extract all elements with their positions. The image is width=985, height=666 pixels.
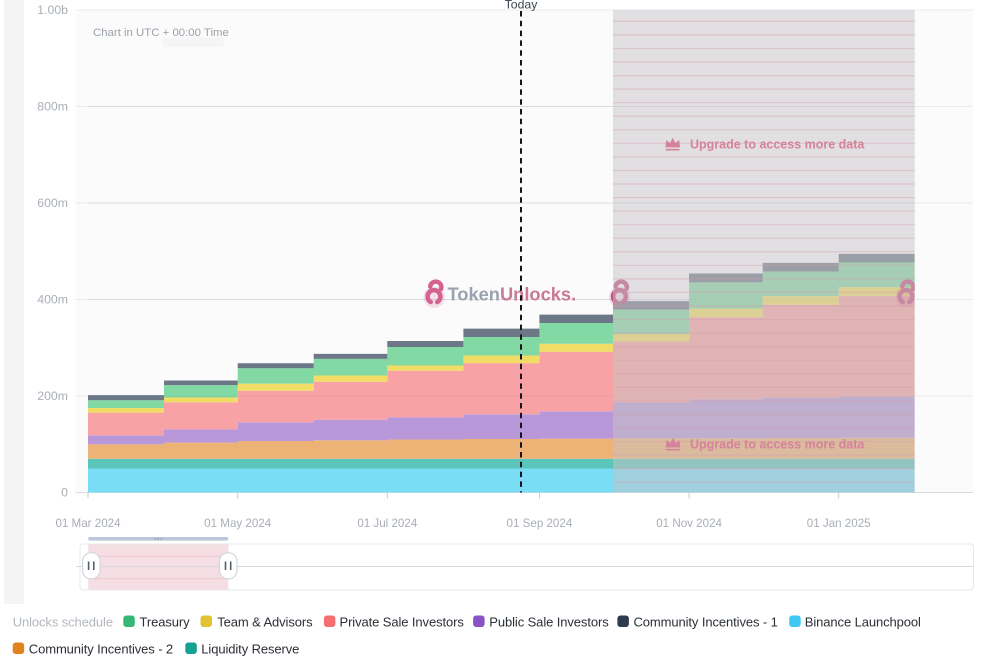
svg-text:01 Jul 2024: 01 Jul 2024 bbox=[357, 517, 418, 530]
svg-text:01 Mar 2024: 01 Mar 2024 bbox=[55, 517, 121, 530]
svg-text:01 Sep 2024: 01 Sep 2024 bbox=[507, 517, 573, 530]
svg-text:Community Incentives - 2: Community Incentives - 2 bbox=[29, 642, 173, 657]
svg-text:Treasury: Treasury bbox=[140, 615, 191, 630]
svg-text:Private Sale Investors: Private Sale Investors bbox=[340, 615, 465, 630]
svg-text:Upgrade to access more data: Upgrade to access more data bbox=[690, 437, 865, 451]
svg-text:Community Incentives - 1: Community Incentives - 1 bbox=[634, 615, 778, 630]
svg-text:Binance Launchpool: Binance Launchpool bbox=[805, 615, 921, 630]
svg-text:200m: 200m bbox=[37, 389, 68, 403]
svg-text:TokenUnlocks.: TokenUnlocks. bbox=[448, 283, 577, 304]
svg-text:01 Jan 2025: 01 Jan 2025 bbox=[807, 517, 871, 530]
svg-text:01 Nov 2024: 01 Nov 2024 bbox=[656, 517, 722, 530]
svg-text:400m: 400m bbox=[37, 293, 68, 307]
svg-text:800m: 800m bbox=[37, 100, 68, 114]
svg-text:600m: 600m bbox=[37, 196, 68, 210]
svg-text:Chart in UTC + 00:00 Time: Chart in UTC + 00:00 Time bbox=[93, 27, 229, 39]
svg-text:Team & Advisors: Team & Advisors bbox=[217, 615, 313, 630]
svg-text:Today: Today bbox=[505, 0, 539, 12]
svg-text:Liquidity Reserve: Liquidity Reserve bbox=[201, 642, 299, 657]
svg-text:Upgrade to access more data: Upgrade to access more data bbox=[690, 137, 865, 151]
svg-text:01 May 2024: 01 May 2024 bbox=[204, 517, 272, 530]
svg-text:1.00b: 1.00b bbox=[37, 3, 68, 17]
svg-text:Public Sale Investors: Public Sale Investors bbox=[489, 615, 609, 630]
svg-text:Unlocks schedule: Unlocks schedule bbox=[13, 615, 113, 630]
svg-text:0: 0 bbox=[61, 486, 68, 500]
